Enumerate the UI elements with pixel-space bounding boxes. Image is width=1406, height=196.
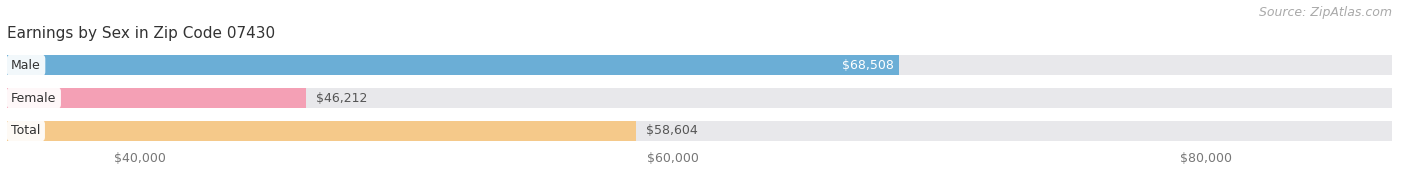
Bar bbox=[7, 55, 900, 75]
Bar bbox=[7, 121, 1392, 141]
Text: $58,604: $58,604 bbox=[647, 124, 697, 137]
Text: Total: Total bbox=[11, 124, 41, 137]
Text: Male: Male bbox=[11, 59, 41, 72]
Text: Source: ZipAtlas.com: Source: ZipAtlas.com bbox=[1258, 6, 1392, 19]
Bar bbox=[7, 55, 1392, 75]
Text: $68,508: $68,508 bbox=[842, 59, 894, 72]
Text: Earnings by Sex in Zip Code 07430: Earnings by Sex in Zip Code 07430 bbox=[7, 26, 276, 41]
Text: Female: Female bbox=[11, 92, 56, 104]
Text: $46,212: $46,212 bbox=[316, 92, 367, 104]
Bar bbox=[7, 88, 305, 108]
Bar bbox=[7, 88, 1392, 108]
Bar bbox=[7, 121, 636, 141]
